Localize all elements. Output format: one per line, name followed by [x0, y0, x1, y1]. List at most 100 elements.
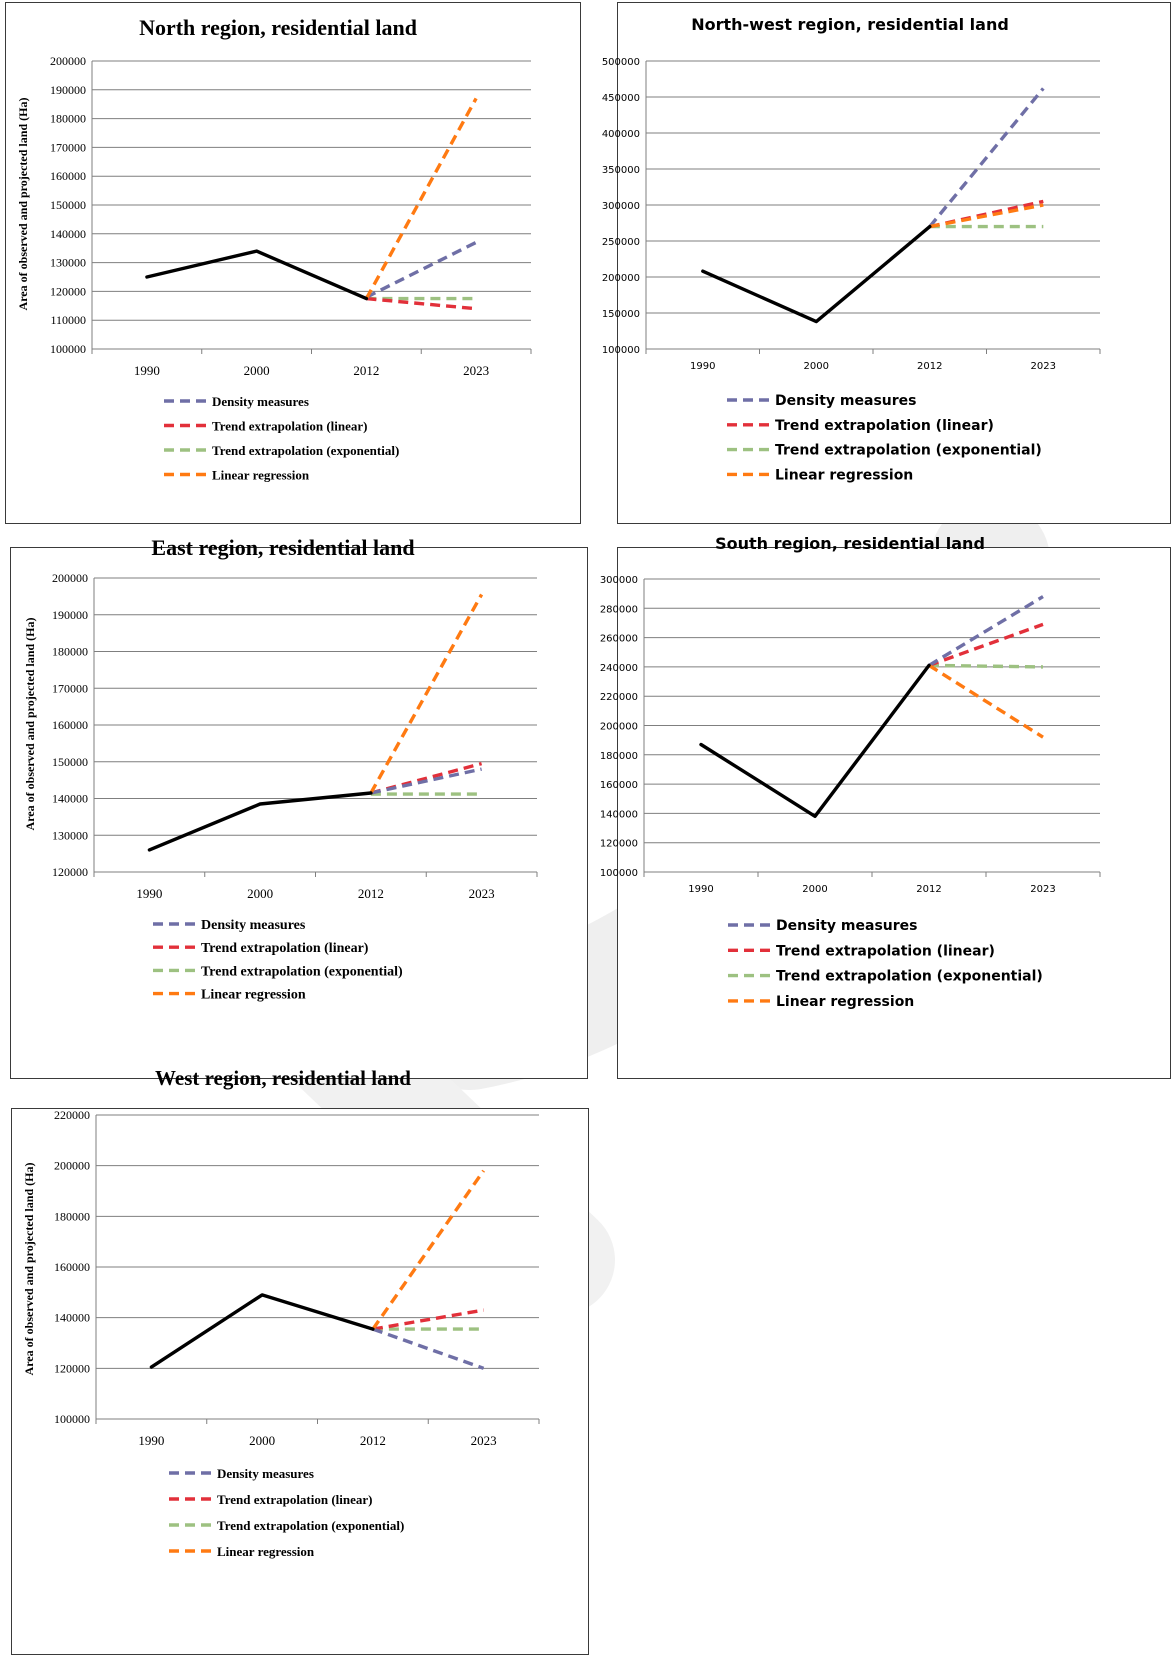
y-tick-label: 200000 — [602, 273, 640, 284]
legend-label-trend-linear: Trend extrapolation (linear) — [776, 943, 995, 959]
legend-label-trend-linear: Trend extrapolation (linear) — [212, 419, 368, 434]
x-tick-label: 2023 — [469, 886, 495, 901]
chart-south: South region, residential land 100000 1200… — [600, 534, 1101, 1010]
series-line-trend-linear — [366, 296, 477, 311]
legend-label-density: Density measures — [212, 394, 309, 409]
y-tick-label: 140000 — [600, 809, 638, 820]
legend-label-linear-regression: Linear regression — [776, 994, 914, 1010]
legend-label-trend-exponential: Trend extrapolation (exponential) — [212, 443, 399, 458]
y-tick-label: 180000 — [54, 1209, 90, 1223]
legend-label-linear-regression: Linear regression — [775, 467, 913, 483]
legend-label-trend-exponential: Trend extrapolation (exponential) — [776, 969, 1043, 985]
chart-north: North region, residential land 100000 1100… — [16, 15, 532, 483]
x-tick-label: 2012 — [916, 884, 941, 895]
legend-label-linear-regression: Linear regression — [217, 1544, 315, 1559]
chart-west: West region, residential land 100000 12000… — [22, 1066, 540, 1559]
legend-label-density: Density measures — [217, 1466, 314, 1481]
y-tick-label: 300000 — [600, 575, 638, 586]
y-tick-label: 500000 — [602, 57, 640, 68]
y-tick-label: 140000 — [50, 227, 86, 241]
legend-label-linear-regression: Linear regression — [201, 988, 306, 1003]
chart-title: North region, residential land — [139, 15, 417, 40]
y-tick-label: 150000 — [52, 755, 88, 769]
series-line-linear-regression — [369, 593, 484, 794]
series-line-density — [928, 87, 1045, 228]
x-tick-label: 1990 — [138, 1433, 164, 1448]
x-tick-label: 2023 — [1031, 361, 1056, 372]
legend-label-trend-linear: Trend extrapolation (linear) — [201, 941, 369, 956]
y-tick-label: 120000 — [600, 839, 638, 850]
y-tick-label: 260000 — [600, 634, 638, 645]
legend-label-trend-exponential: Trend extrapolation (exponential) — [201, 964, 403, 979]
series-line-observed — [145, 249, 369, 301]
series-line-density — [365, 240, 477, 299]
y-tick-label: 250000 — [602, 237, 640, 248]
x-tick-label: 2023 — [1030, 884, 1055, 895]
chart-northwest: North-west region, residential land 10000… — [602, 15, 1101, 483]
series-line-linear-regression — [928, 663, 1044, 739]
x-tick-label: 1990 — [688, 884, 713, 895]
y-tick-label: 100000 — [50, 342, 86, 356]
y-tick-label: 180000 — [600, 751, 638, 762]
y-tick-label: 200000 — [52, 571, 88, 585]
y-tick-label: 160000 — [52, 718, 88, 732]
y-tick-label: 100000 — [54, 1412, 90, 1426]
x-tick-label: 2023 — [471, 1433, 497, 1448]
chart-panel-east: East region, residential land 120000 13000… — [10, 535, 588, 1079]
y-tick-label: 190000 — [52, 608, 88, 622]
x-tick-label: 2012 — [360, 1433, 386, 1448]
y-tick-label: 120000 — [50, 284, 86, 298]
x-tick-label: 2023 — [463, 363, 489, 378]
series-line-linear-regression — [371, 1169, 485, 1331]
legend-label-trend-exponential: Trend extrapolation (exponential) — [217, 1518, 404, 1533]
y-tick-label: 140000 — [54, 1311, 90, 1325]
chart-title: East region, residential land — [151, 535, 414, 560]
series-line-linear-regression — [929, 203, 1044, 229]
legend-label-density: Density measures — [776, 918, 917, 934]
y-tick-label: 300000 — [602, 201, 640, 212]
y-tick-label: 190000 — [50, 83, 86, 97]
x-tick-label: 1990 — [136, 886, 162, 901]
chart-east: East region, residential land 120000 13000… — [23, 535, 538, 1003]
y-tick-label: 350000 — [602, 165, 640, 176]
x-tick-label: 2012 — [358, 886, 384, 901]
y-tick-label: 180000 — [50, 112, 86, 126]
series-line-density — [928, 595, 1044, 667]
y-tick-label: 130000 — [50, 256, 86, 270]
y-tick-label: 200000 — [50, 54, 86, 68]
y-tick-label: 220000 — [54, 1108, 90, 1122]
y-tick-label: 100000 — [600, 868, 638, 879]
y-tick-label: 120000 — [52, 865, 88, 879]
y-axis-label: Area of observed and projected land (Ha) — [16, 98, 30, 311]
chart-panel-northwest: North-west region, residential land 10000… — [602, 2, 1171, 524]
y-tick-label: 220000 — [600, 692, 638, 703]
x-tick-label: 2012 — [917, 361, 942, 372]
y-tick-label: 120000 — [54, 1361, 90, 1375]
y-tick-label: 160000 — [50, 169, 86, 183]
x-tick-label: 1990 — [134, 363, 160, 378]
y-tick-label: 100000 — [602, 345, 640, 356]
x-tick-label: 2000 — [804, 361, 829, 372]
x-tick-label: 2000 — [244, 363, 270, 378]
series-line-trend-exponential — [928, 663, 1044, 669]
y-tick-label: 180000 — [52, 645, 88, 659]
chart-title: South region, residential land — [715, 534, 985, 553]
y-tick-label: 150000 — [602, 309, 640, 320]
series-line-linear-regression — [364, 97, 478, 300]
x-tick-label: 1990 — [690, 361, 715, 372]
chart-panel-north: North region, residential land 100000 1100… — [5, 2, 581, 524]
series-line-density — [372, 1327, 485, 1370]
x-tick-label: 2012 — [353, 363, 379, 378]
y-tick-label: 170000 — [52, 681, 88, 695]
series-line-density — [370, 767, 482, 795]
x-tick-label: 2000 — [802, 884, 827, 895]
chart-panel-west: West region, residential land 100000 12000… — [11, 1066, 589, 1655]
series-line-trend-linear — [372, 1308, 484, 1331]
legend-label-trend-linear: Trend extrapolation (linear) — [217, 1492, 373, 1507]
y-axis-label: Area of observed and projected land (Ha) — [23, 618, 37, 831]
y-axis-label: Area of observed and projected land (Ha) — [22, 1163, 36, 1376]
x-tick-label: 2000 — [249, 1433, 275, 1448]
y-tick-label: 160000 — [600, 780, 638, 791]
y-tick-label: 160000 — [54, 1260, 90, 1274]
legend-label-linear-regression: Linear regression — [212, 468, 310, 483]
